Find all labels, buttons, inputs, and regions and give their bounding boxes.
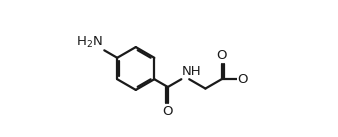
Text: H$_2$N: H$_2$N <box>76 35 103 50</box>
Text: O: O <box>163 105 173 118</box>
Text: O: O <box>216 49 227 62</box>
Text: NH: NH <box>182 65 202 78</box>
Text: O: O <box>237 73 248 86</box>
